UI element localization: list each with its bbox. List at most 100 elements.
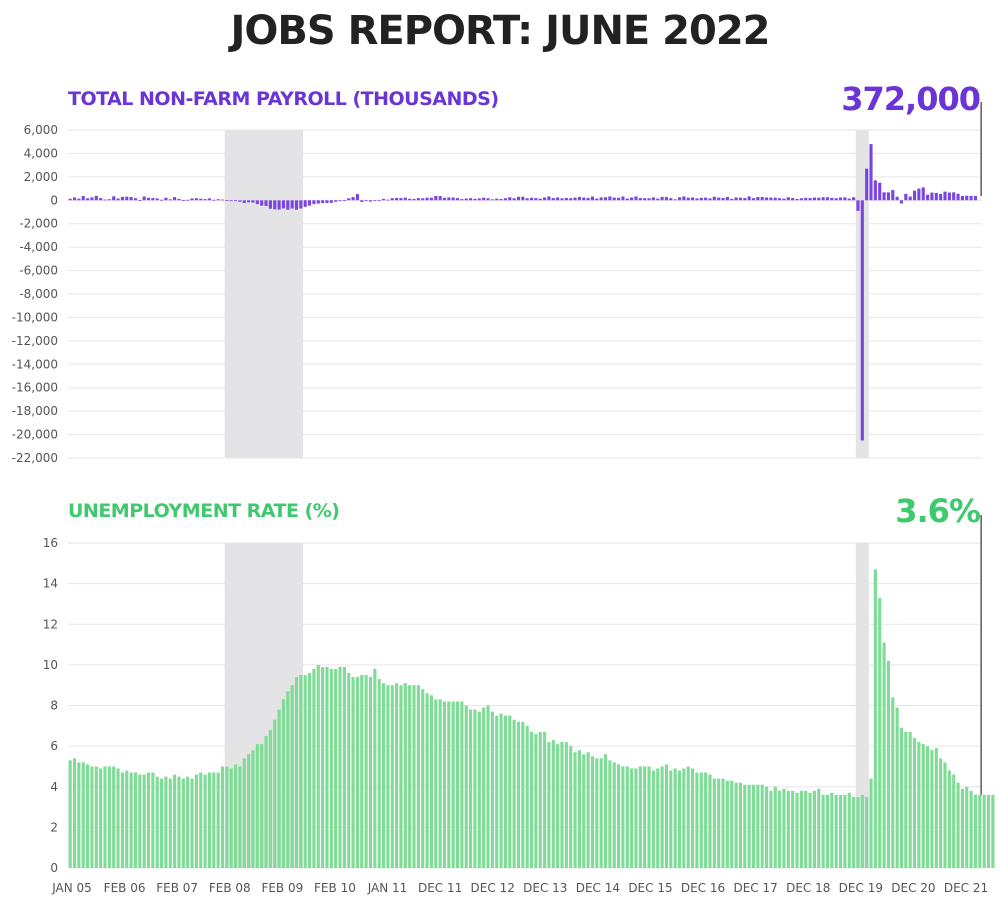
payroll-bar bbox=[560, 198, 564, 201]
unemployment-bar bbox=[778, 790, 782, 868]
x-tick-label: DEC 19 bbox=[839, 881, 883, 895]
payroll-bar bbox=[286, 200, 290, 210]
payroll-bar bbox=[751, 198, 756, 201]
unemployment-bar bbox=[973, 794, 978, 868]
unemployment-bar bbox=[799, 790, 803, 868]
unemployment-bar bbox=[621, 766, 625, 868]
unemployment-bar bbox=[168, 778, 172, 868]
unemployment-bar bbox=[312, 668, 316, 868]
unemployment-bar bbox=[608, 760, 612, 868]
unemployment-bar bbox=[547, 742, 551, 868]
payroll-bar bbox=[778, 198, 782, 201]
payroll-bar bbox=[216, 199, 220, 201]
unemployment-bar bbox=[334, 668, 338, 868]
unemployment-bar bbox=[599, 758, 603, 868]
payroll-bar bbox=[381, 198, 386, 201]
unemployment-bar bbox=[656, 768, 660, 868]
unemployment-bar bbox=[160, 778, 164, 868]
payroll-y-tick-label: -8,000 bbox=[19, 287, 58, 301]
unemployment-bar bbox=[412, 685, 416, 868]
payroll-bar bbox=[686, 197, 690, 201]
payroll-bar bbox=[830, 197, 834, 201]
payroll-bar bbox=[86, 198, 90, 201]
unemployment-bar bbox=[125, 770, 129, 868]
payroll-bar bbox=[534, 198, 538, 201]
payroll-bar bbox=[390, 198, 394, 201]
payroll-bar bbox=[804, 197, 808, 201]
unemployment-bar bbox=[460, 701, 464, 868]
payroll-chart: 6,000 4,000 2,000 0 -2,000 -4,000 -6,000 -8,000… bbox=[12, 102, 982, 465]
payroll-bar bbox=[569, 198, 573, 201]
unemployment-bar bbox=[939, 758, 943, 868]
unemployment-bar bbox=[512, 719, 516, 868]
unemployment-bar bbox=[695, 772, 699, 868]
payroll-bar bbox=[442, 197, 447, 201]
payroll-bar bbox=[416, 198, 420, 201]
payroll-bar bbox=[764, 197, 769, 201]
payroll-bar bbox=[247, 200, 251, 203]
unemployment-bar bbox=[451, 701, 455, 868]
unemployment-bar bbox=[808, 792, 812, 868]
unemployment-bar bbox=[912, 738, 917, 868]
unemployment-bar bbox=[960, 788, 964, 868]
payroll-bar bbox=[708, 198, 712, 201]
unemployment-bar bbox=[686, 766, 690, 868]
payroll-bar bbox=[599, 197, 603, 201]
unemployment-bar bbox=[965, 786, 969, 868]
payroll-bar bbox=[573, 197, 577, 201]
unemployment-bar bbox=[303, 675, 307, 868]
payroll-bar bbox=[721, 197, 725, 201]
payroll-bar bbox=[447, 197, 451, 201]
payroll-bar bbox=[660, 196, 664, 201]
unemployment-bar bbox=[943, 762, 947, 868]
payroll-bar bbox=[194, 198, 198, 201]
unemployment-bar bbox=[577, 750, 581, 868]
payroll-bar bbox=[699, 197, 703, 201]
payroll-bar bbox=[408, 198, 412, 201]
payroll-bar bbox=[551, 198, 555, 201]
unemployment-bar bbox=[482, 707, 486, 868]
unemployment-bar bbox=[186, 776, 190, 868]
payroll-bar bbox=[112, 196, 116, 201]
payroll-bar bbox=[617, 197, 621, 201]
payroll-bar bbox=[364, 200, 368, 202]
unemployment-bar bbox=[438, 699, 442, 868]
payroll-bar bbox=[904, 193, 908, 201]
unemployment-bar bbox=[203, 774, 207, 868]
payroll-bar bbox=[734, 197, 738, 201]
unemployment-chart-title: UNEMPLOYMENT RATE (%) bbox=[68, 500, 340, 522]
payroll-y-tick-label: -6,000 bbox=[19, 264, 58, 278]
unemployment-bar bbox=[173, 774, 177, 868]
payroll-bar bbox=[921, 187, 925, 201]
payroll-y-tick-label: -14,000 bbox=[12, 357, 58, 371]
payroll-bar bbox=[773, 197, 777, 201]
payroll-bar bbox=[543, 197, 547, 201]
payroll-bar bbox=[90, 197, 94, 201]
unemployment-bar bbox=[138, 774, 142, 868]
unemployment-bar bbox=[773, 786, 777, 868]
payroll-bar bbox=[730, 198, 734, 201]
payroll-bar bbox=[499, 198, 503, 201]
payroll-bar bbox=[695, 198, 699, 201]
payroll-bar bbox=[307, 200, 312, 206]
payroll-bar bbox=[368, 200, 373, 202]
unemployment-bar bbox=[68, 760, 72, 868]
unemployment-bar bbox=[612, 762, 616, 868]
payroll-bar bbox=[634, 196, 638, 201]
unemployment-bar bbox=[952, 774, 956, 868]
payroll-bar bbox=[225, 200, 229, 201]
unemployment-bar bbox=[151, 772, 155, 868]
unemployment-bar bbox=[669, 770, 673, 868]
payroll-bar bbox=[77, 198, 81, 201]
unemployment-bar bbox=[865, 796, 869, 868]
payroll-bar bbox=[643, 198, 647, 201]
unemployment-bar bbox=[904, 731, 908, 868]
x-tick-label: DEC 17 bbox=[733, 881, 777, 895]
unemployment-bar bbox=[647, 766, 651, 868]
payroll-bar bbox=[738, 197, 743, 201]
unemployment-bar bbox=[878, 597, 882, 868]
unemployment-bar bbox=[390, 685, 394, 868]
unemployment-bar bbox=[738, 782, 743, 868]
unemployment-bar bbox=[590, 756, 595, 868]
unemployment-bar bbox=[682, 768, 686, 868]
